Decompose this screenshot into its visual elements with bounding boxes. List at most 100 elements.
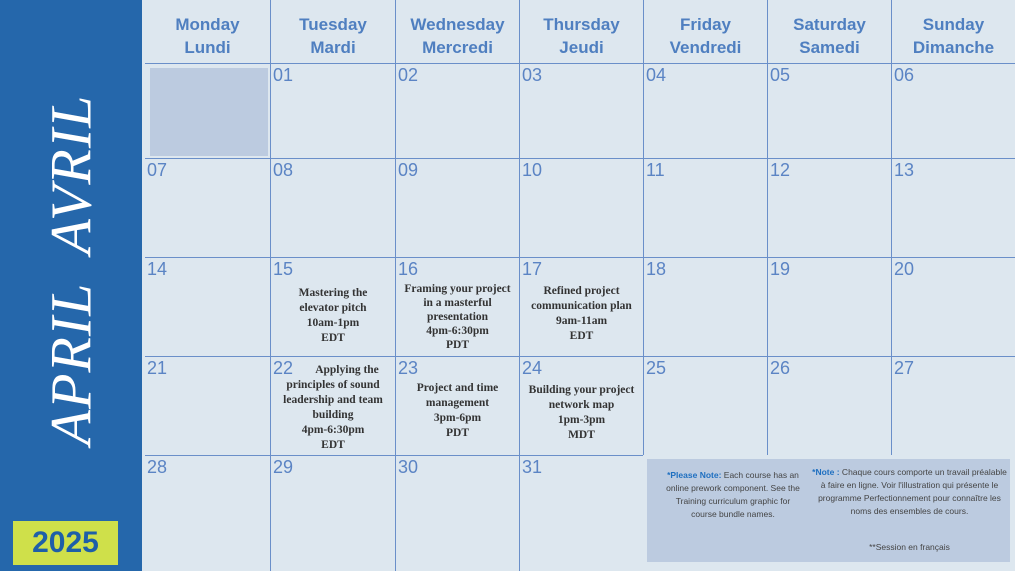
empty-day-shade: [150, 68, 268, 156]
day-cell[interactable]: 31: [519, 455, 643, 571]
date-number: 01: [273, 65, 294, 85]
date-number: 27: [894, 358, 915, 378]
event[interactable]: Building your project network map 1pm-3pm…: [520, 383, 643, 443]
date-number: 31: [522, 457, 543, 477]
event-timezone: MDT: [568, 429, 595, 441]
day-en: Tuesday: [299, 15, 367, 34]
day-fr: Jeudi: [559, 38, 604, 57]
day-cell[interactable]: 15 Mastering the elevator pitch 10am-1pm ED…: [270, 257, 395, 356]
day-cell[interactable]: 02: [395, 63, 519, 158]
note-fr-session: **Session en français: [869, 542, 950, 552]
event[interactable]: Applying the principles of sound leaders…: [271, 363, 395, 453]
day-cell[interactable]: 10: [519, 158, 643, 257]
day-cell[interactable]: 22 Applying the principles of sound leade…: [270, 356, 395, 455]
note-fr-text: Chaque cours comporte un travail préalab…: [818, 467, 1007, 516]
day-fr: Vendredi: [669, 38, 742, 57]
date-number: 14: [147, 259, 168, 279]
date-number: 19: [770, 259, 791, 279]
day-header: Tuesday Mardi: [270, 0, 395, 63]
event-timezone: EDT: [321, 332, 345, 344]
event-timezone: EDT: [569, 330, 594, 342]
day-cell[interactable]: 03: [519, 63, 643, 158]
note-fr-label: *Note :: [812, 467, 840, 477]
day-cell[interactable]: 18: [643, 257, 767, 356]
date-number: 29: [273, 457, 294, 477]
day-fr: Mercredi: [422, 38, 493, 57]
event-time: 4pm-6:30pm: [301, 424, 365, 436]
day-cell[interactable]: 17 Refined project communication plan 9am-…: [519, 257, 643, 356]
date-number: 26: [770, 358, 791, 378]
note-en-text: Each course has an online prework compon…: [666, 470, 800, 519]
day-cell[interactable]: 29: [270, 455, 395, 571]
note-fr: *Note : Chaque cours comporte un travail…: [812, 466, 1007, 518]
day-header: Wednesday Mercredi: [395, 0, 519, 63]
day-cell[interactable]: 01: [270, 63, 395, 158]
sidebar: APRIL AVRIL 2025: [0, 0, 142, 571]
date-spacer: [275, 363, 303, 378]
day-en: Monday: [175, 15, 240, 34]
event[interactable]: Mastering the elevator pitch 10am-1pm EDT: [271, 286, 395, 346]
event-time: 1pm-3pm: [557, 414, 606, 426]
day-cell[interactable]: 05: [767, 63, 891, 158]
month-title: APRIL AVRIL: [38, 81, 105, 460]
day-cell[interactable]: 13: [891, 158, 1015, 257]
day-cell[interactable]: 11: [643, 158, 767, 257]
day-cell[interactable]: 23 Project and time management 3pm-6pm PDT: [395, 356, 519, 455]
day-header: Saturday Samedi: [767, 0, 891, 63]
day-header: Sunday Dimanche: [891, 0, 1015, 63]
day-cell[interactable]: 09: [395, 158, 519, 257]
day-cell[interactable]: 28: [145, 455, 270, 571]
day-cell[interactable]: 30: [395, 455, 519, 571]
event-time: 4pm-6:30pm: [426, 325, 489, 337]
event-title: Project and time management: [416, 382, 499, 409]
event-title: Building your project network map: [528, 384, 635, 411]
day-cell[interactable]: 12: [767, 158, 891, 257]
date-number: 03: [522, 65, 543, 85]
date-number: 20: [894, 259, 915, 279]
day-cell[interactable]: 19: [767, 257, 891, 356]
event-timezone: PDT: [446, 427, 469, 439]
date-number: 10: [522, 160, 543, 180]
event-time: 3pm-6pm: [433, 412, 482, 424]
day-cell[interactable]: 06: [891, 63, 1015, 158]
date-number: 06: [894, 65, 915, 85]
day-cell[interactable]: 08: [270, 158, 395, 257]
day-en: Friday: [679, 15, 732, 34]
day-cell[interactable]: 20: [891, 257, 1015, 356]
day-cell[interactable]: 14: [145, 257, 270, 356]
event[interactable]: Framing your project in a masterful pres…: [396, 282, 519, 352]
day-cell[interactable]: [145, 63, 270, 158]
day-header: Monday Lundi: [145, 0, 270, 63]
notes-box: *Please Note: Each course has an online …: [647, 459, 1010, 562]
event-title: Applying the principles of sound leaders…: [283, 364, 383, 421]
day-cell[interactable]: 25: [643, 356, 767, 455]
date-number: 22: [273, 358, 294, 378]
day-cell[interactable]: 16 Framing your project in a masterful pr…: [395, 257, 519, 356]
date-number: 08: [273, 160, 294, 180]
day-cell[interactable]: 04: [643, 63, 767, 158]
day-cell[interactable]: 26: [767, 356, 891, 455]
date-number: 21: [147, 358, 168, 378]
date-number: 23: [398, 358, 419, 378]
date-number: 25: [646, 358, 667, 378]
event[interactable]: Refined project communication plan 9am-11…: [520, 284, 643, 344]
day-en: Thursday: [543, 15, 620, 34]
event-timezone: PDT: [446, 339, 469, 351]
day-cell[interactable]: 27: [891, 356, 1015, 455]
day-cell[interactable]: 24 Building your project network map 1pm-3…: [519, 356, 643, 455]
date-number: 12: [770, 160, 791, 180]
event[interactable]: Project and time management 3pm-6pm PDT: [396, 381, 519, 441]
date-number: 24: [522, 358, 543, 378]
date-number: 04: [646, 65, 667, 85]
calendar-grid: Monday Lundi Tuesday Mardi Wednesday Mercredi…: [145, 0, 1015, 571]
day-fr: Dimanche: [912, 38, 995, 57]
event-time: 10am-1pm: [306, 317, 360, 329]
date-number: 18: [646, 259, 667, 279]
date-number: 02: [398, 65, 419, 85]
day-cell[interactable]: 21: [145, 356, 270, 455]
day-cell[interactable]: 07: [145, 158, 270, 257]
day-fr: Mardi: [310, 38, 356, 57]
event-timezone: EDT: [321, 439, 345, 451]
day-header: Friday Vendredi: [643, 0, 767, 63]
date-number: 15: [273, 259, 294, 279]
